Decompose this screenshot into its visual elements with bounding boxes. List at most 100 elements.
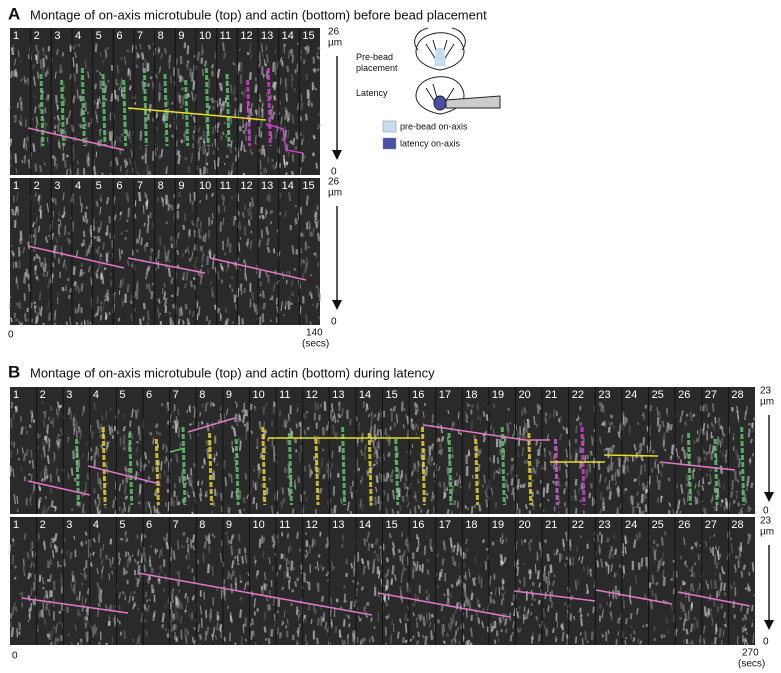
texture <box>43 273 44 277</box>
texture <box>734 581 735 586</box>
texture <box>479 604 480 607</box>
texture <box>453 422 454 427</box>
texture <box>10 621 11 627</box>
texture <box>194 55 195 57</box>
texture <box>385 574 386 579</box>
texture <box>661 471 662 477</box>
texture <box>176 572 177 574</box>
texture <box>46 509 47 514</box>
texture <box>625 640 626 645</box>
texture <box>301 56 302 61</box>
texture <box>235 216 236 220</box>
texture <box>706 404 707 412</box>
texture <box>22 603 23 608</box>
texture <box>282 587 283 590</box>
texture <box>287 110 288 119</box>
texture <box>218 308 219 313</box>
texture <box>273 597 274 606</box>
texture <box>309 104 310 107</box>
texture <box>112 571 113 575</box>
texture <box>126 551 127 557</box>
texture <box>166 446 167 450</box>
texture <box>516 474 517 477</box>
texture <box>145 192 146 198</box>
texture <box>56 163 57 169</box>
texture <box>37 316 38 318</box>
texture <box>327 537 328 546</box>
texture <box>169 55 170 63</box>
texture <box>418 505 419 509</box>
texture <box>54 125 55 128</box>
texture <box>223 43 224 52</box>
texture <box>392 620 393 626</box>
texture <box>55 506 56 511</box>
texture <box>171 236 172 241</box>
texture <box>580 535 581 538</box>
texture <box>251 212 252 220</box>
texture <box>281 554 282 559</box>
label-streak <box>268 68 270 146</box>
texture <box>35 306 36 309</box>
texture <box>602 422 603 425</box>
texture <box>167 166 168 174</box>
texture <box>713 403 714 412</box>
legend-swatch <box>383 121 396 132</box>
texture <box>291 49 292 57</box>
texture <box>65 226 66 235</box>
texture <box>224 52 225 59</box>
texture <box>425 636 426 645</box>
texture <box>14 442 15 448</box>
texture <box>178 68 179 78</box>
texture <box>562 632 563 642</box>
texture <box>476 609 477 618</box>
texture <box>34 484 35 490</box>
texture <box>141 238 142 245</box>
texture <box>431 630 432 640</box>
texture <box>717 563 718 569</box>
texture <box>213 254 214 261</box>
texture <box>163 444 164 450</box>
texture <box>75 44 76 47</box>
texture <box>295 205 296 207</box>
texture <box>378 413 379 421</box>
texture <box>266 403 267 407</box>
texture <box>580 608 581 613</box>
texture <box>173 551 174 560</box>
texture <box>202 404 203 407</box>
texture <box>194 627 195 629</box>
texture <box>213 471 214 474</box>
texture <box>123 591 124 594</box>
texture <box>287 558 288 567</box>
texture <box>471 593 472 600</box>
texture <box>448 598 449 607</box>
texture <box>13 555 14 564</box>
texture <box>157 508 158 514</box>
texture <box>733 433 734 435</box>
texture <box>119 285 120 288</box>
texture <box>152 585 153 594</box>
texture <box>118 409 119 413</box>
texture <box>512 475 513 477</box>
texture <box>456 621 457 626</box>
texture <box>567 634 568 639</box>
texture <box>418 465 419 472</box>
texture <box>21 79 22 82</box>
texture <box>71 642 72 645</box>
texture <box>354 470 355 473</box>
texture <box>721 640 722 645</box>
texture <box>731 585 732 589</box>
texture <box>344 619 345 626</box>
texture <box>486 499 487 507</box>
frame-label: 3 <box>66 389 72 401</box>
texture <box>549 581 550 585</box>
texture <box>301 445 302 452</box>
texture <box>643 437 644 445</box>
texture <box>724 583 725 591</box>
texture <box>218 69 219 78</box>
texture <box>200 200 201 202</box>
texture <box>357 582 358 585</box>
texture <box>207 440 208 446</box>
texture <box>416 409 417 415</box>
texture <box>477 403 478 411</box>
texture <box>273 164 274 169</box>
